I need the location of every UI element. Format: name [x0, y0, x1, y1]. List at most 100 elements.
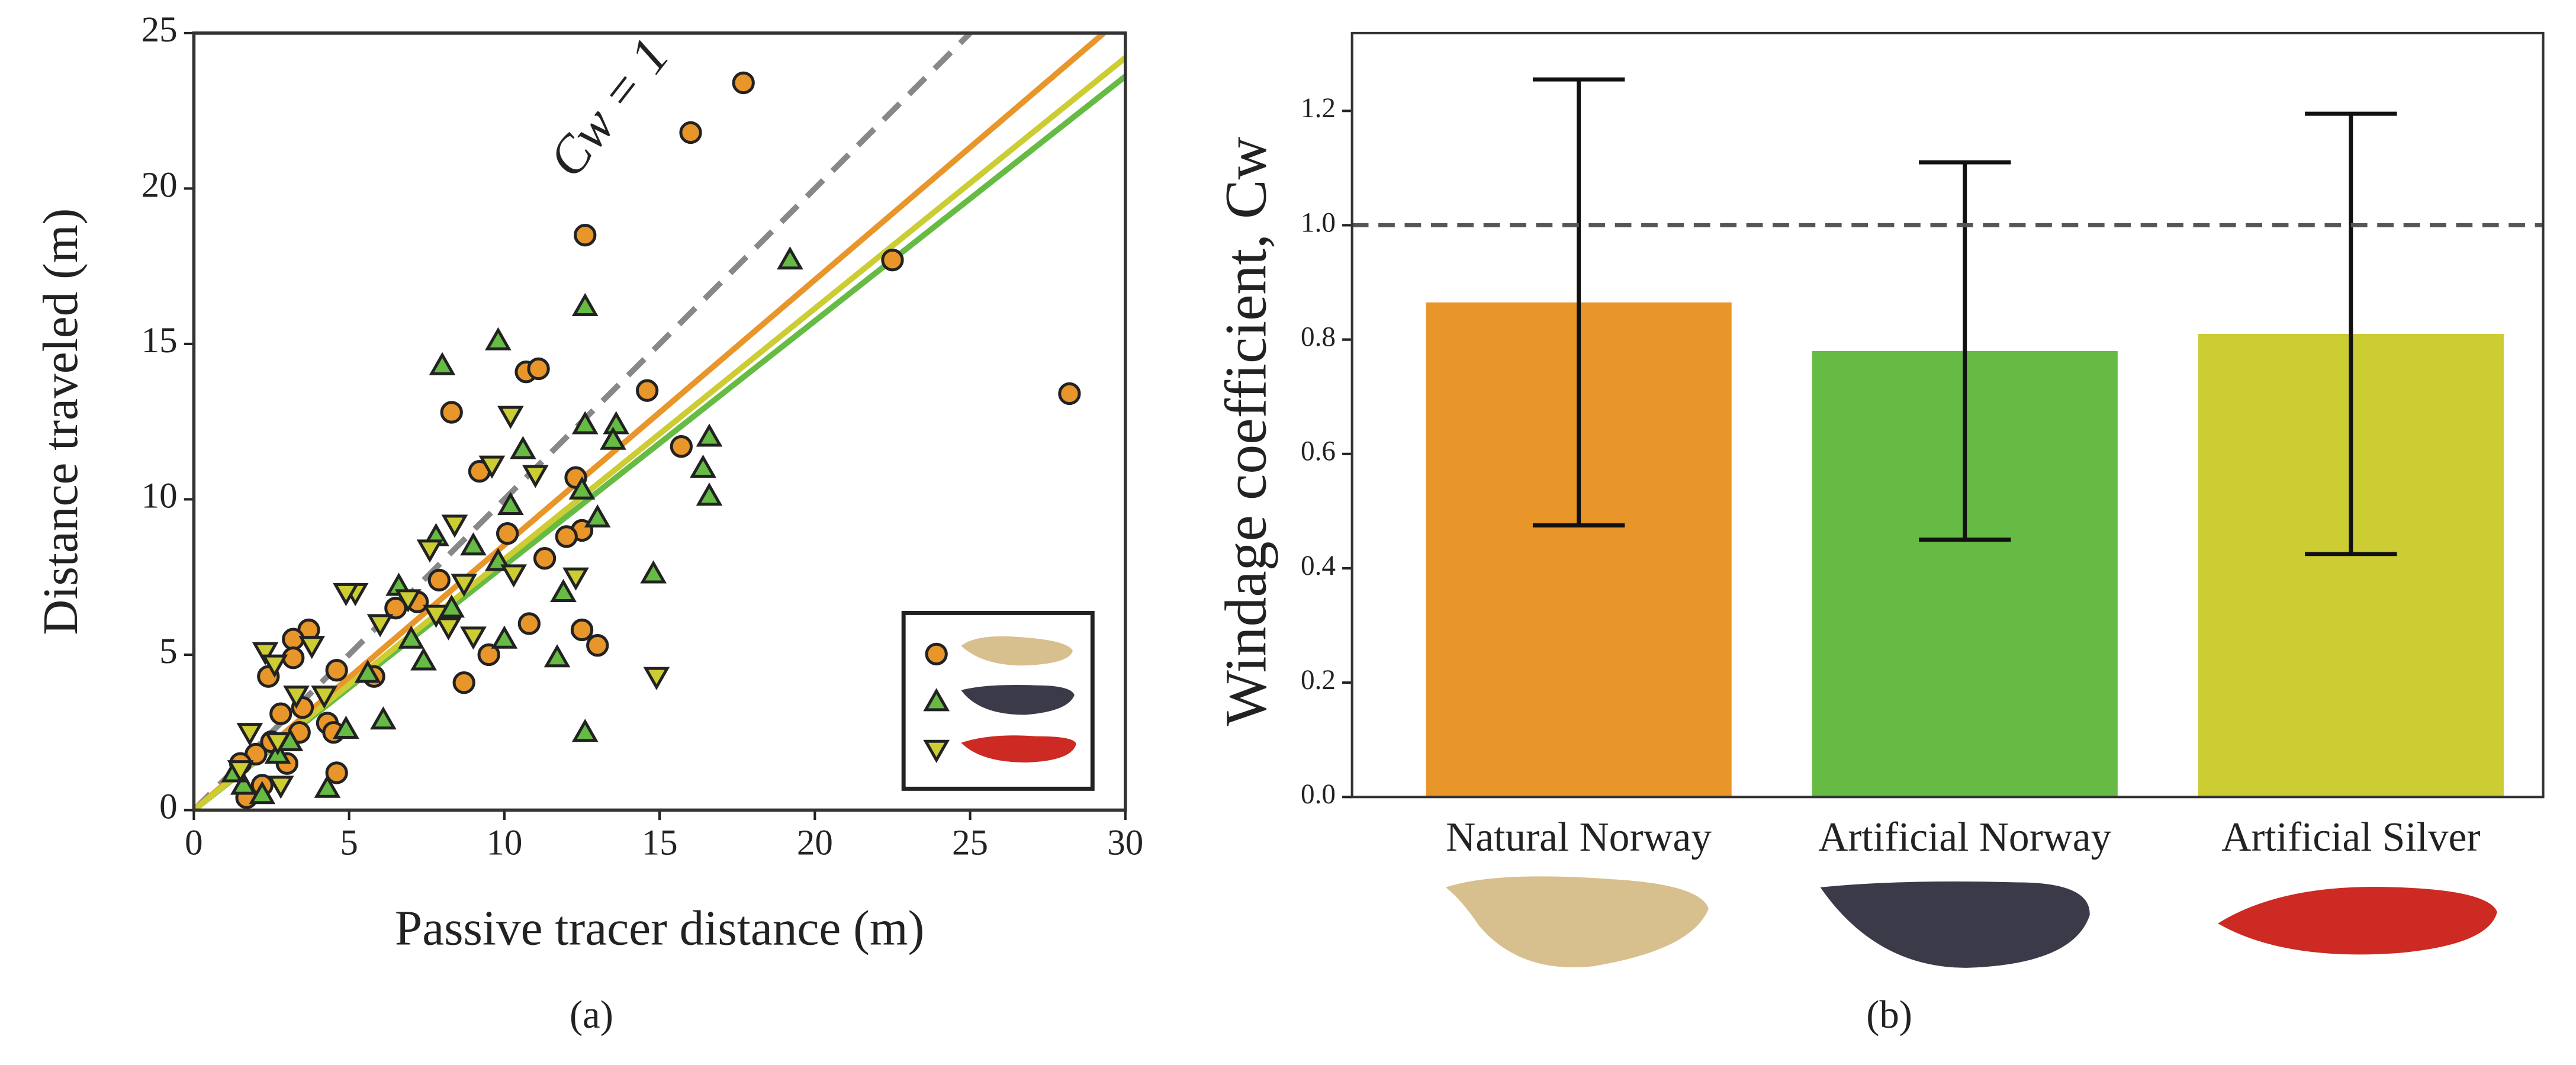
point	[460, 532, 487, 556]
point	[586, 634, 609, 657]
point	[635, 379, 659, 402]
x-tick-label: 0	[185, 823, 203, 863]
point	[269, 702, 292, 725]
point	[298, 636, 326, 659]
point	[435, 617, 462, 641]
point	[325, 659, 348, 682]
point	[571, 292, 599, 316]
x-tick-label: 15	[642, 823, 678, 863]
point	[510, 436, 536, 459]
axes-frame	[192, 31, 1127, 812]
point	[441, 514, 468, 538]
point	[227, 760, 254, 784]
y-tick-label: 0.2	[1301, 665, 1336, 696]
point	[366, 614, 394, 638]
y-tick-label: 0.0	[1301, 779, 1336, 810]
point	[527, 357, 550, 381]
point	[416, 539, 443, 563]
point	[427, 568, 451, 592]
point	[282, 628, 305, 651]
y-tick-label: 15	[141, 321, 178, 361]
point	[568, 476, 596, 500]
point	[477, 643, 500, 667]
point	[696, 423, 723, 447]
point	[562, 567, 589, 591]
point	[333, 715, 359, 739]
point	[249, 781, 276, 805]
point	[261, 654, 288, 678]
point	[571, 411, 599, 435]
y-axis-label: Windage coefficient, Cw	[1213, 137, 1278, 726]
seed-images	[1445, 876, 2497, 968]
x-tick-label: Artificial Norway	[1818, 815, 2111, 860]
y-tick-label: 0	[159, 787, 178, 826]
y-tick-label: 1.2	[1301, 93, 1336, 124]
point	[777, 246, 803, 270]
point	[522, 465, 549, 488]
point	[478, 455, 506, 479]
y-axis-label: Distance traveled (m)	[34, 208, 88, 635]
legend-marker	[925, 642, 948, 665]
point	[497, 491, 524, 515]
point	[517, 612, 541, 635]
fit-line	[194, 33, 1106, 810]
y-tick-label: 1.0	[1301, 207, 1336, 238]
legend-marker	[923, 688, 950, 712]
y-tick-label: 5	[159, 632, 178, 671]
x-tick-label: 5	[340, 823, 358, 863]
x-tick-label: Artificial Silver	[2221, 815, 2480, 860]
point	[496, 522, 519, 545]
point	[236, 723, 263, 747]
point	[410, 647, 437, 671]
x-tick-label: Natural Norway	[1446, 815, 1712, 860]
fit-line	[194, 55, 1125, 810]
point	[497, 406, 524, 429]
point	[451, 574, 478, 597]
plot-area	[194, 33, 1125, 810]
point	[574, 224, 597, 247]
axes-frame	[1350, 31, 2545, 799]
point	[384, 597, 407, 620]
point	[354, 659, 381, 683]
point	[603, 411, 630, 435]
legend-marker	[923, 739, 950, 763]
point	[679, 121, 702, 144]
y-tick-label: 0.4	[1301, 551, 1336, 581]
point	[690, 454, 716, 478]
point	[252, 642, 279, 665]
point	[500, 564, 527, 588]
point	[584, 504, 611, 527]
point	[643, 667, 670, 690]
y-tick-label: 25	[141, 10, 178, 50]
y-tick-label: 0.6	[1301, 436, 1336, 467]
point	[333, 583, 359, 607]
reference-label: Cw = 1	[538, 27, 681, 188]
y-tick-label: 0.8	[1301, 321, 1336, 352]
point	[283, 686, 310, 709]
point	[640, 560, 667, 584]
point	[398, 625, 424, 649]
point	[555, 525, 578, 548]
x-tick-label: 30	[1107, 823, 1143, 863]
point	[533, 547, 557, 570]
x-tick-label: 20	[797, 823, 833, 863]
point	[600, 426, 626, 450]
point	[491, 625, 518, 649]
point	[370, 706, 397, 730]
point	[394, 589, 422, 613]
y-tick-label: 20	[141, 165, 178, 205]
point	[696, 482, 723, 506]
point	[570, 618, 594, 642]
point	[460, 626, 487, 650]
point	[267, 776, 294, 799]
caption: (a)	[570, 993, 613, 1037]
point	[440, 401, 463, 424]
point	[485, 327, 512, 350]
point	[429, 352, 456, 375]
point	[543, 644, 571, 668]
caption: (b)	[1866, 993, 1912, 1037]
point	[282, 646, 305, 670]
point	[230, 771, 257, 795]
x-tick-label: 25	[952, 823, 988, 863]
